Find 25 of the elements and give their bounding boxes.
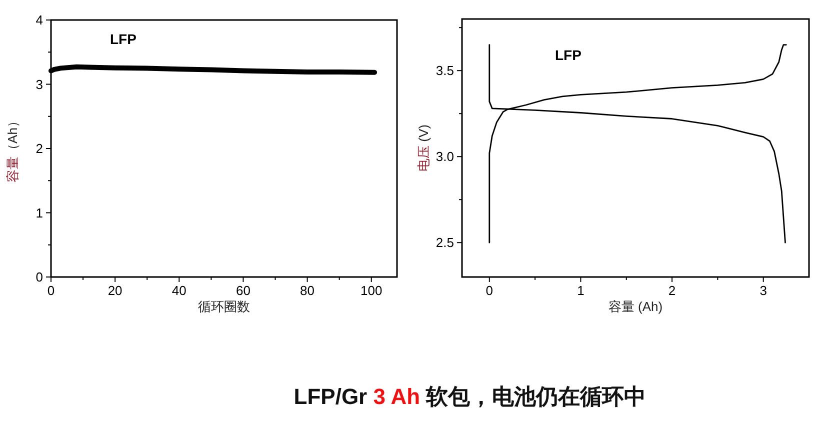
x-axis-title: 循环圈数 <box>198 299 250 314</box>
y-axis-title: 电压 (V) <box>416 124 431 172</box>
text: 3.0 <box>436 149 454 164</box>
y-tick-label: 2 <box>36 141 43 156</box>
x-tick-label: 60 <box>236 283 250 298</box>
y-axis-title: 容量（Ah） <box>5 114 20 182</box>
y-tick-label: 0 <box>36 270 43 284</box>
x-tick-label: 1 <box>577 283 584 298</box>
y-tick-label: 4 <box>36 12 43 28</box>
x-tick-label: 100 <box>360 283 382 298</box>
x-tick-label: 2 <box>668 283 676 298</box>
y-tick-label: 2.5 <box>436 235 454 250</box>
x-tick-label: 3 <box>760 283 767 298</box>
y-tick-label: 1 <box>36 205 43 220</box>
x-tick-label: 20 <box>108 283 122 298</box>
x-tick-label: 40 <box>172 283 186 298</box>
y-tick-label: 3 <box>36 76 43 92</box>
x-axis-title: 容量 (Ah) <box>608 299 663 314</box>
x-tick-label: 0 <box>47 283 55 298</box>
y-tick-label: 3.5 <box>436 63 454 78</box>
x-tick-label: 80 <box>300 283 315 298</box>
annotation: LFP <box>110 31 136 47</box>
text: LFP/Gr 3 Ah 软包，电池仍在循环中 <box>294 384 646 409</box>
x-tick-label: 0 <box>486 283 494 298</box>
annotation: LFP <box>555 47 582 63</box>
